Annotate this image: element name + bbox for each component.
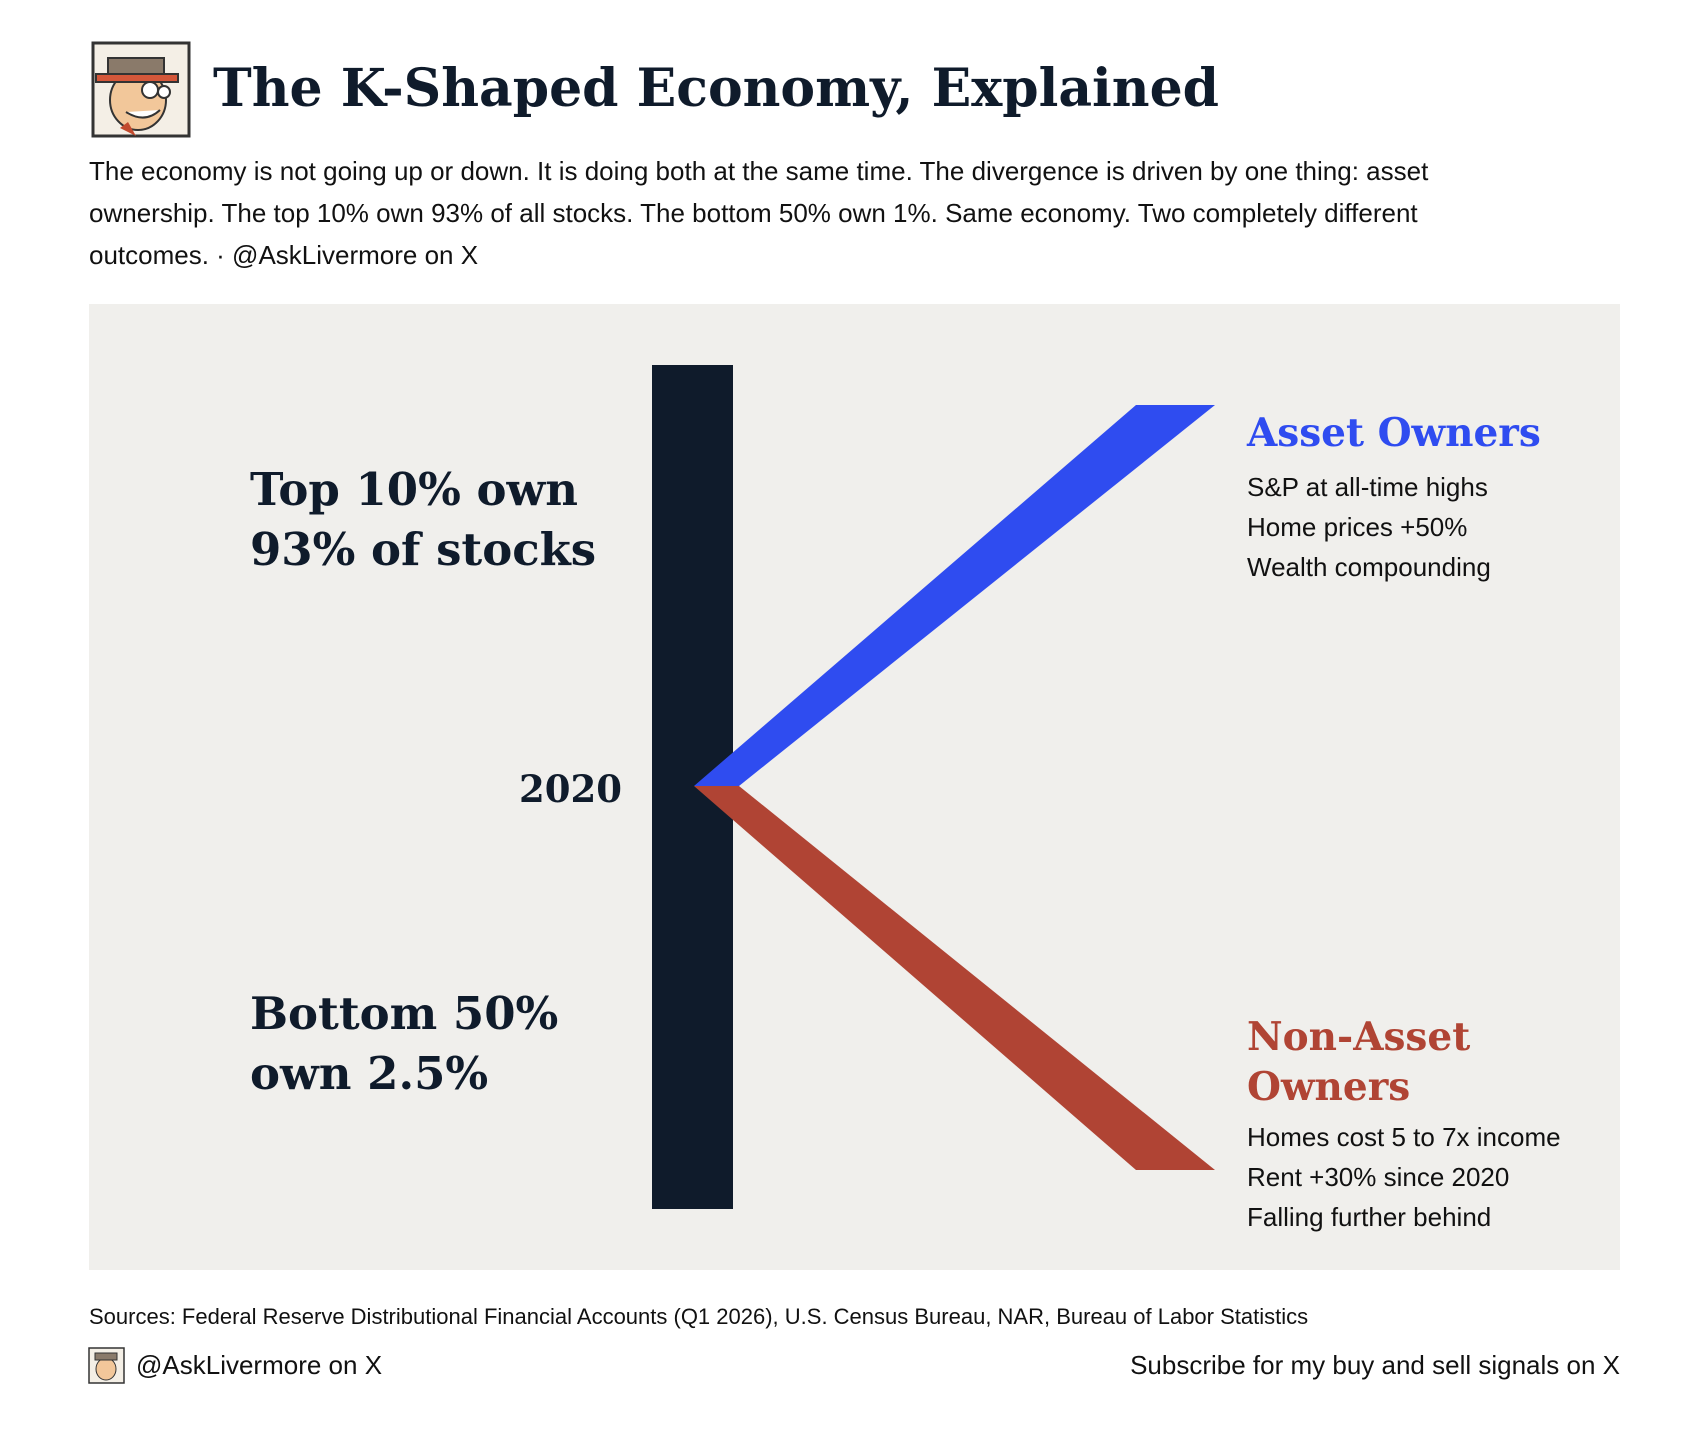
cta: Subscribe for my buy and sell signals on… xyxy=(1130,1350,1620,1380)
lower-line: Falling further behind xyxy=(1247,1202,1491,1232)
upper-line: Home prices +50% xyxy=(1247,512,1467,542)
upper-line: Wealth compounding xyxy=(1247,552,1491,582)
top-label: 93% of stocks xyxy=(250,523,596,576)
pivot-label: 2020 xyxy=(519,767,622,811)
upper-title: Asset Owners xyxy=(1246,410,1541,456)
lower-line: Homes cost 5 to 7x income xyxy=(1247,1122,1561,1152)
lower-branch xyxy=(694,786,1215,1170)
lower-line: Rent +30% since 2020 xyxy=(1247,1162,1509,1192)
title: The K-Shaped Economy, Explained xyxy=(213,58,1219,119)
avatar xyxy=(91,41,191,138)
upper-branch xyxy=(694,405,1215,786)
lower-title: Owners xyxy=(1247,1064,1410,1110)
bottom-label: Bottom 50% xyxy=(250,987,558,1040)
subtitle-line: outcomes. · @AskLivermore on X xyxy=(89,240,478,270)
upper-line: S&P at all-time highs xyxy=(1247,472,1488,502)
labels: Top 10% own 93% of stocks 2020 Bottom 50% ow… xyxy=(250,410,1561,1232)
subtitle-line: The economy is not going up or down. It … xyxy=(89,156,1429,186)
footer-avatar xyxy=(88,1347,125,1384)
handle: @AskLivermore on X xyxy=(136,1350,382,1380)
subtitle-line: ownership. The top 10% own 93% of all st… xyxy=(89,198,1418,228)
sources: Sources: Federal Reserve Distributional … xyxy=(89,1304,1308,1329)
bottom-label: own 2.5% xyxy=(250,1047,488,1100)
lower-title: Non-Asset xyxy=(1247,1014,1470,1060)
subtitle: The economy is not going up or down. It … xyxy=(89,156,1429,270)
panel xyxy=(89,304,1620,1270)
top-label: Top 10% own xyxy=(250,463,578,516)
